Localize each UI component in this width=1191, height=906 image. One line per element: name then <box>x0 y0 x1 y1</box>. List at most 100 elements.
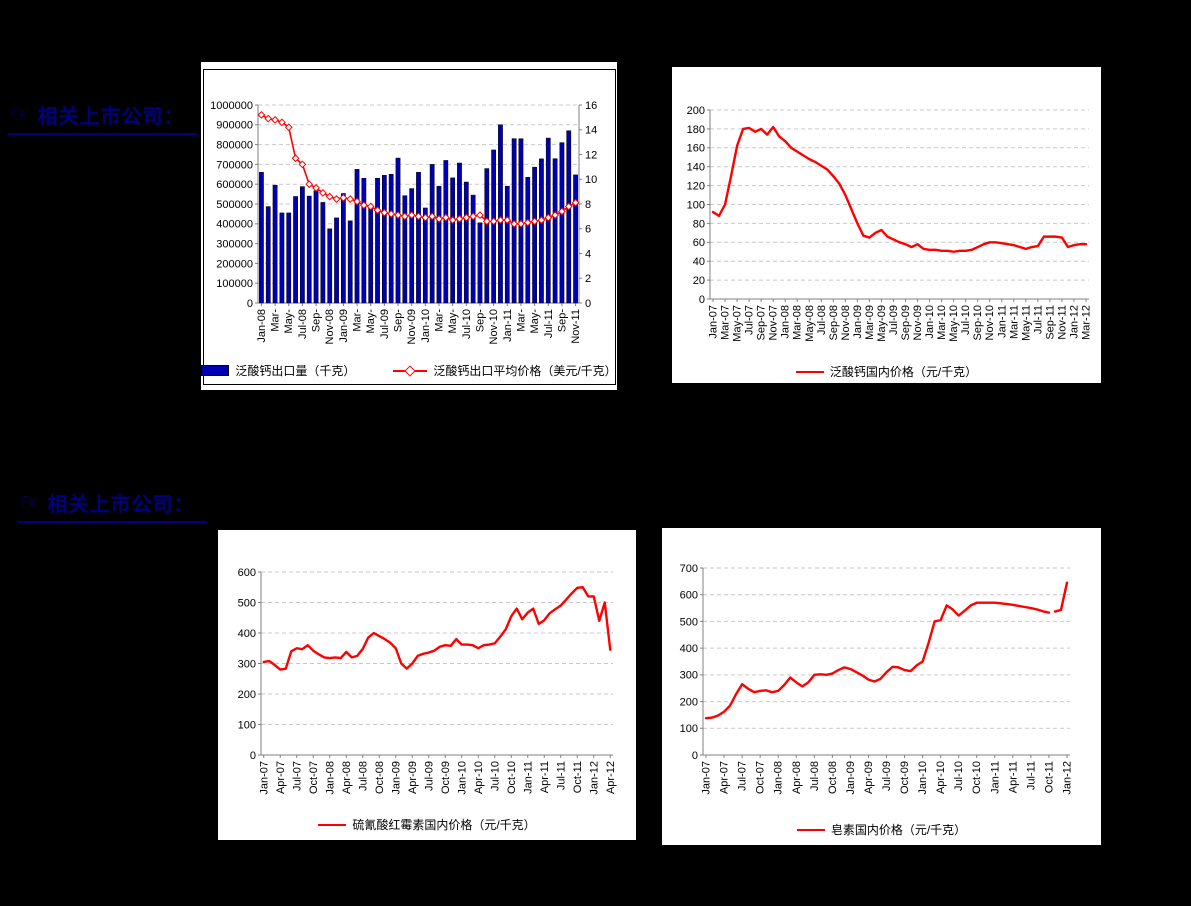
x-axis-label: May- <box>365 309 377 334</box>
y-axis-right-label: 16 <box>585 100 597 112</box>
x-axis-label: Sep- <box>556 309 568 333</box>
y-axis-label: 60 <box>693 237 705 249</box>
x-axis-label: Jul-10 <box>953 761 965 791</box>
section-title-2: ☞ 相关上市公司： <box>18 488 207 523</box>
legend-bar-swatch <box>201 365 230 376</box>
x-axis-label: Jan-08 <box>256 309 268 343</box>
y-axis-label: 300000 <box>216 238 253 250</box>
x-axis-label: Mar-10 <box>936 305 948 340</box>
x-axis-label: Jan-08 <box>780 305 792 339</box>
x-axis-label: May- <box>529 309 541 334</box>
x-axis-label: Nov-08 <box>324 309 336 344</box>
y-axis-label: 0 <box>250 750 256 762</box>
diamond-marker <box>469 212 478 221</box>
bar <box>354 169 360 304</box>
diamond-marker <box>366 202 375 211</box>
y-axis-right-label: 4 <box>585 248 591 260</box>
chart-saponin-domestic-price: 0 100 200 300 400 500 600 700 Jan-07 Apr-07 Jul-07… <box>662 528 1101 845</box>
x-axis-label: Jan-09 <box>845 761 857 795</box>
diamond-marker <box>373 206 382 215</box>
diamond-marker <box>482 217 491 226</box>
y-axis-label: 700 <box>680 563 698 575</box>
y-axis-label: 600000 <box>216 179 253 191</box>
bar <box>504 185 510 304</box>
y-axis-right-label: 0 <box>585 298 591 310</box>
x-axis-label: Apr-12 <box>605 761 617 794</box>
bar <box>573 174 578 304</box>
x-axis-label: Sep- <box>393 309 405 333</box>
legend-label: 泛酸钙出口量（千克） <box>235 364 356 378</box>
x-axis-label: Sep- <box>474 309 486 333</box>
y-axis-right-label: 6 <box>585 224 591 236</box>
x-axis-label: Sep- <box>311 309 323 333</box>
bar <box>566 130 572 304</box>
bar <box>300 186 305 304</box>
legend-line-swatch <box>795 370 824 373</box>
gridlines <box>261 571 613 725</box>
x-axis-label: Jul-10 <box>960 305 972 335</box>
diamond-marker <box>455 214 464 223</box>
bar <box>525 177 531 304</box>
diamond-marker <box>277 118 286 127</box>
chart-svg: 0 100 200 300 400 500 600 700 Jan-07 Apr-07 Jul-07… <box>680 563 1074 795</box>
diamond-marker <box>407 211 416 220</box>
diamond-marker <box>564 202 573 211</box>
y-axis-label: 400 <box>680 643 698 655</box>
y-axis-label: 180 <box>687 124 705 136</box>
x-axis-label: May-07 <box>732 305 744 342</box>
bar <box>532 166 537 304</box>
diamond-marker <box>523 218 532 227</box>
chart-pantothenate-domestic-price: 0 20 40 60 80 100 120 140 160 180 200 Jan-07 Mar-07 M… <box>672 67 1101 383</box>
x-axis-label: Apr-11 <box>1007 761 1019 793</box>
bar <box>306 195 312 304</box>
y-axis-right-label: 2 <box>585 273 591 285</box>
chart-frame <box>203 69 616 385</box>
bar <box>443 160 449 304</box>
x-axis-label: May- <box>283 309 295 334</box>
diamond-marker <box>462 213 471 222</box>
x-axis-label: Nov-09 <box>912 305 924 340</box>
x-axis-label: Oct-08 <box>374 761 386 794</box>
price-line <box>1053 581 1069 613</box>
x-axis-label: Oct-09 <box>440 761 452 794</box>
x-axis-label: Apr-10 <box>935 761 947 794</box>
x-axis-label: Jan-11 <box>989 761 1001 794</box>
x-axis-label: Jan-10 <box>456 761 468 795</box>
price-line <box>711 125 1088 253</box>
diamond-marker <box>530 217 539 226</box>
legend-item: 硫氰酸红霉素国内价格（元/千克） <box>318 816 536 833</box>
x-axis-label: Jan-11 <box>522 761 534 794</box>
x-axis-label: Jul-07 <box>737 761 749 791</box>
y-axis-label: 100 <box>680 723 698 735</box>
chart-legend: 皂素国内价格（元/千克） <box>662 821 1101 838</box>
x-axis-label: Apr-09 <box>863 761 875 794</box>
diamond-marker <box>517 219 525 228</box>
bar <box>347 220 353 304</box>
x-axis-label: May-08 <box>804 305 816 342</box>
diamond-marker <box>496 216 505 224</box>
x-axis-label: Apr-11 <box>539 761 551 793</box>
diamond-marker <box>387 209 396 218</box>
legend-item: 泛酸钙国内价格（元/千克） <box>795 363 978 380</box>
diamond-marker <box>476 211 484 220</box>
x-axis-label: Jul-11 <box>555 761 567 790</box>
legend-label: 泛酸钙国内价格（元/千克） <box>829 365 978 379</box>
diamond-marker <box>339 193 348 202</box>
price-line <box>704 601 1051 720</box>
y-axis-label: 0 <box>692 750 698 762</box>
x-axis-label: Jul-08 <box>816 305 828 335</box>
legend-diamond-marker <box>404 364 416 377</box>
line-series <box>704 581 1069 720</box>
y-axis-label: 300 <box>680 670 698 682</box>
diamond-marker <box>264 114 273 123</box>
x-axis-label: Jul-09 <box>379 309 391 339</box>
x-axis-label: Jul-08 <box>357 761 369 791</box>
y-axis-label: 100 <box>238 719 256 731</box>
chart-pantothenate-export-volume-price: 0 100000 200000 300000 400000 500000 600000 700… <box>201 62 617 390</box>
bar <box>313 190 319 304</box>
legend-line-swatch <box>796 828 825 831</box>
x-axis-label: Mar- <box>515 309 527 332</box>
x-axis-label: Nov-08 <box>840 305 852 340</box>
y-axis-label: 200 <box>680 696 698 708</box>
